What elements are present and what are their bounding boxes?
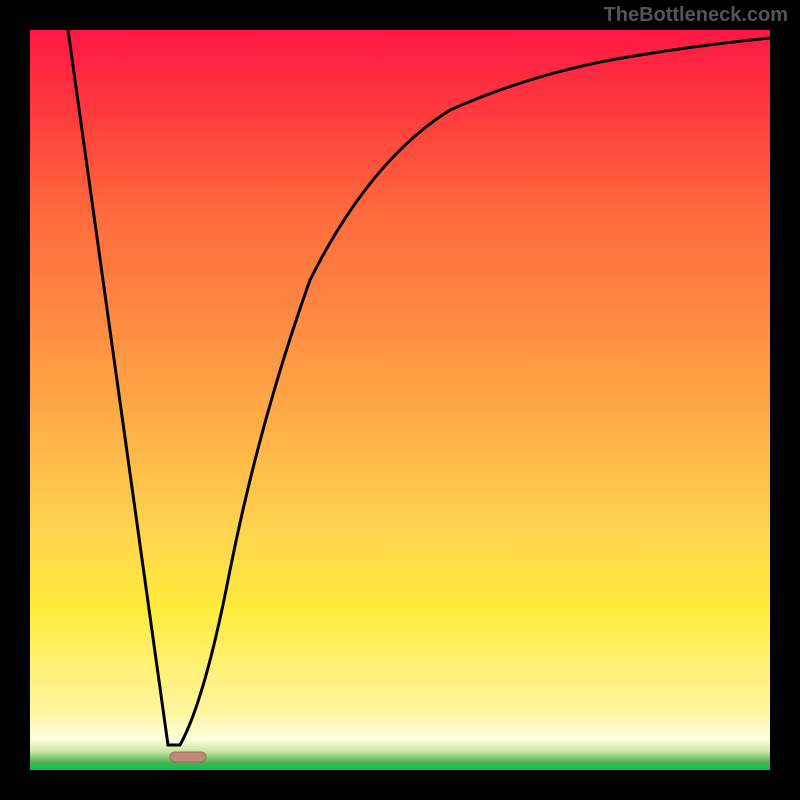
chart-container: TheBottleneck.com [0, 0, 800, 800]
bottleneck-chart [0, 0, 800, 800]
chart-background [30, 30, 770, 770]
optimal-marker [170, 752, 206, 762]
watermark-text: TheBottleneck.com [604, 4, 788, 27]
